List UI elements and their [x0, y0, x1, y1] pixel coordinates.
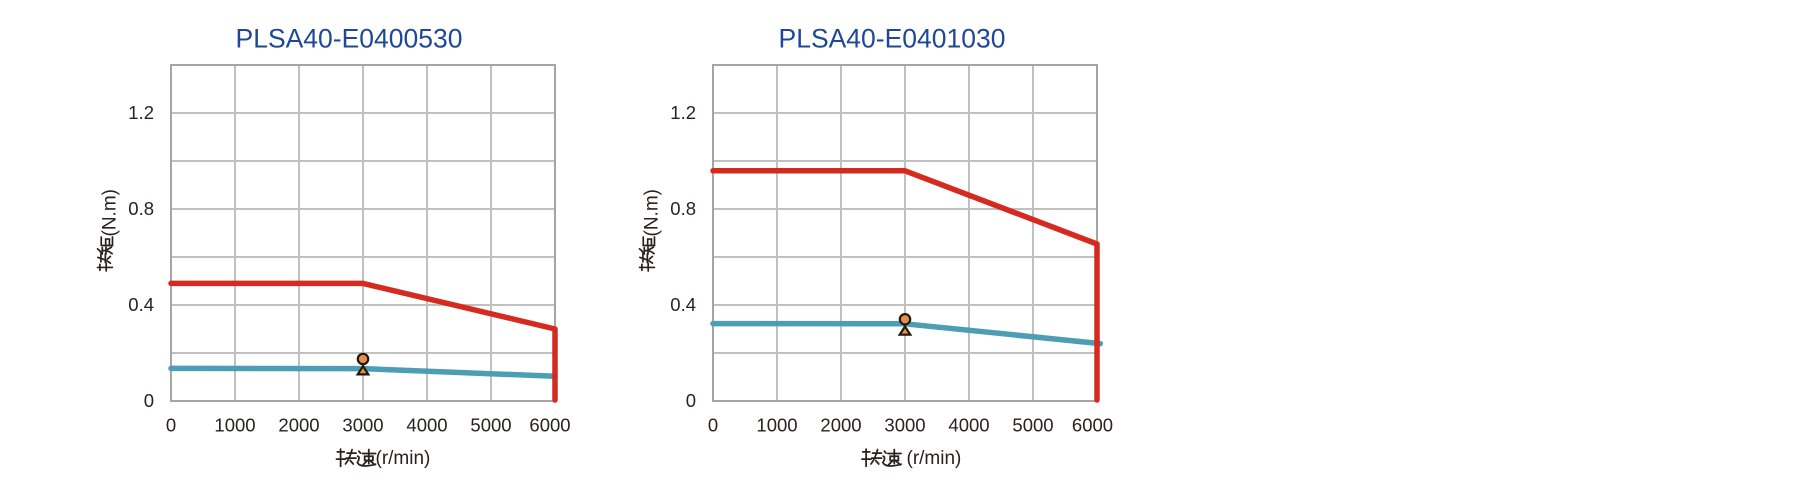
- svg-text:2000: 2000: [278, 415, 319, 436]
- svg-text:5000: 5000: [1012, 415, 1053, 436]
- svg-text:1.2: 1.2: [670, 102, 696, 123]
- svg-text:6000: 6000: [529, 415, 570, 436]
- svg-text:3000: 3000: [342, 415, 383, 436]
- svg-text:0: 0: [166, 415, 176, 436]
- svg-text:0: 0: [686, 390, 696, 411]
- svg-text:5000: 5000: [470, 415, 511, 436]
- svg-text:0.8: 0.8: [128, 198, 154, 219]
- svg-text:PLSA40-E0401030: PLSA40-E0401030: [779, 24, 1006, 54]
- svg-text:0: 0: [708, 415, 718, 436]
- svg-text:0.4: 0.4: [128, 294, 154, 315]
- svg-text:1.2: 1.2: [128, 102, 154, 123]
- svg-text:(r/min): (r/min): [376, 448, 431, 469]
- svg-text:1000: 1000: [756, 415, 797, 436]
- svg-text:4000: 4000: [406, 415, 447, 436]
- svg-text:1000: 1000: [214, 415, 255, 436]
- svg-text:(r/min): (r/min): [907, 448, 962, 469]
- svg-text:(N.m): (N.m): [100, 189, 121, 236]
- svg-text:3000: 3000: [884, 415, 925, 436]
- svg-text:4000: 4000: [948, 415, 989, 436]
- svg-text:0.8: 0.8: [670, 198, 696, 219]
- svg-text:0.4: 0.4: [670, 294, 696, 315]
- svg-text:6000: 6000: [1072, 415, 1113, 436]
- svg-text:2000: 2000: [820, 415, 861, 436]
- svg-text:(N.m): (N.m): [642, 189, 663, 236]
- svg-text:0: 0: [144, 390, 154, 411]
- svg-text:PLSA40-E0400530: PLSA40-E0400530: [236, 24, 463, 54]
